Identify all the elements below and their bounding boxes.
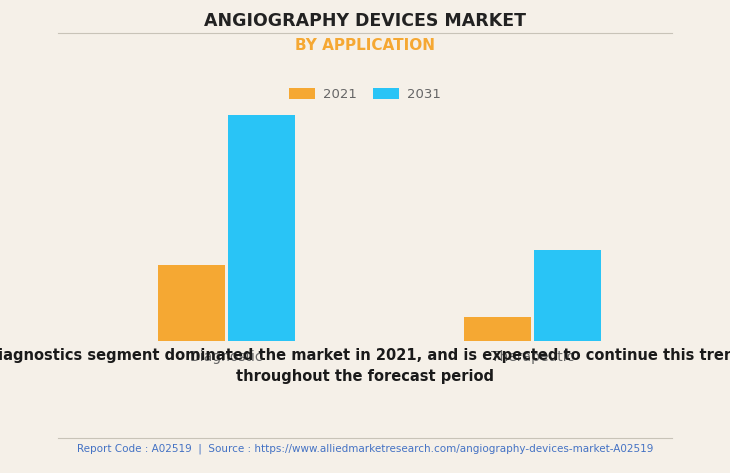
Bar — [534, 251, 602, 341]
Text: BY APPLICATION: BY APPLICATION — [295, 38, 435, 53]
Bar — [228, 115, 296, 341]
Bar — [158, 265, 225, 341]
Bar — [464, 317, 531, 341]
Text: Diagnostics segment dominated the market in 2021, and is expected to continue th: Diagnostics segment dominated the market… — [0, 348, 730, 384]
Legend: 2021, 2031: 2021, 2031 — [284, 82, 446, 106]
Text: ANGIOGRAPHY DEVICES MARKET: ANGIOGRAPHY DEVICES MARKET — [204, 12, 526, 30]
Text: Report Code : A02519  |  Source : https://www.alliedmarketresearch.com/angiograp: Report Code : A02519 | Source : https://… — [77, 444, 653, 454]
